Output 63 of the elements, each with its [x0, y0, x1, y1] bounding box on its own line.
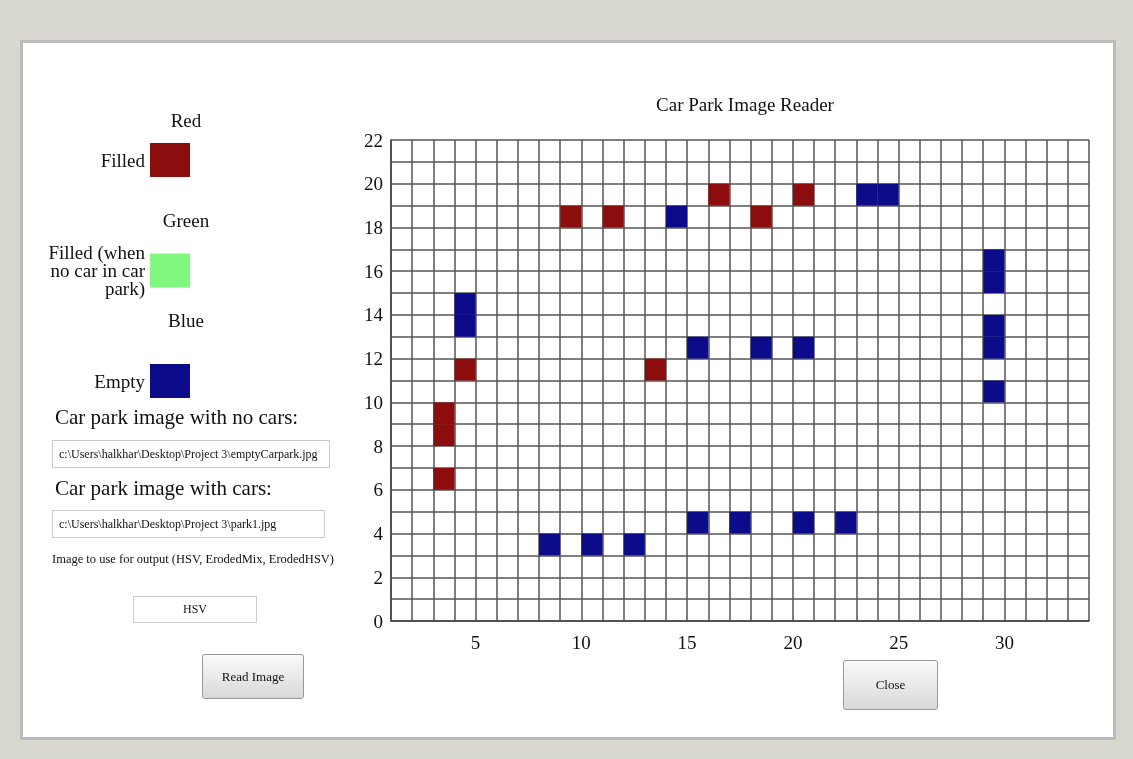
y-tick-label: 18: [364, 216, 383, 238]
text: c:\Users\halkhar\Desktop\Project 3\park1.jpg: [52, 510, 325, 538]
text: Blue: [167, 310, 205, 332]
point: [687, 336, 709, 359]
y-tick-label: 10: [364, 391, 383, 413]
point: [644, 358, 666, 381]
y-tick-label: 8: [373, 435, 383, 457]
point: [581, 533, 603, 556]
x-tick-label: 10: [571, 632, 591, 653]
point: [835, 511, 857, 534]
point: [708, 183, 730, 206]
x-tick-label: 30: [994, 632, 1014, 653]
x-tick-label: 20: [783, 632, 803, 653]
y-tick-label: 2: [373, 566, 383, 588]
point: [454, 314, 476, 337]
point: [454, 358, 476, 381]
text: Green: [161, 210, 211, 232]
point: [665, 205, 688, 228]
text: Image to use for output (HSV, ErodedMix, ErodedHSV): [52, 552, 335, 567]
point: [433, 424, 455, 447]
point: [560, 205, 582, 228]
legend-label: Filled: [100, 149, 146, 171]
point: [750, 336, 772, 359]
point: [856, 183, 878, 206]
legend-label: Empty: [94, 370, 146, 392]
point: [539, 533, 561, 556]
point: [983, 380, 1005, 403]
point: [983, 271, 1005, 294]
text: HSV: [133, 596, 257, 623]
point: [792, 511, 815, 534]
y-tick-label: 4: [373, 523, 384, 545]
y-tick-label: 22: [364, 129, 383, 151]
point: [623, 533, 645, 556]
point: [983, 336, 1005, 359]
point: [433, 402, 455, 425]
point: [454, 293, 476, 315]
y-tick-label: 20: [364, 173, 383, 195]
text: Read Image: [202, 654, 304, 699]
x-tick-label: 5: [470, 632, 481, 653]
y-tick-label: 14: [364, 304, 384, 326]
legend-label: Filled (when no car in car park): [45, 242, 146, 300]
y-tick-label: 16: [364, 260, 383, 282]
point: [687, 511, 709, 534]
x-tick-label: 25: [889, 632, 909, 653]
point: [877, 183, 899, 206]
point: [792, 336, 815, 359]
point: [602, 205, 624, 228]
point: [792, 183, 815, 206]
point: [433, 467, 455, 490]
text: Red: [169, 110, 203, 132]
point: [729, 511, 751, 534]
text: Close: [843, 660, 938, 710]
point: [750, 205, 772, 228]
point: [983, 249, 1005, 272]
y-tick-label: 0: [373, 610, 383, 632]
text: Car park image with cars:: [55, 476, 272, 501]
chart-title: Car Park Image Reader: [656, 94, 835, 115]
text: Car park image with no cars:: [55, 405, 299, 430]
text: c:\Users\halkhar\Desktop\Project 3\emptyCarpark.jpg: [52, 440, 330, 468]
point: [983, 314, 1005, 337]
y-tick-label: 6: [373, 479, 383, 501]
x-tick-label: 15: [677, 632, 697, 653]
y-tick-label: 12: [364, 348, 383, 370]
